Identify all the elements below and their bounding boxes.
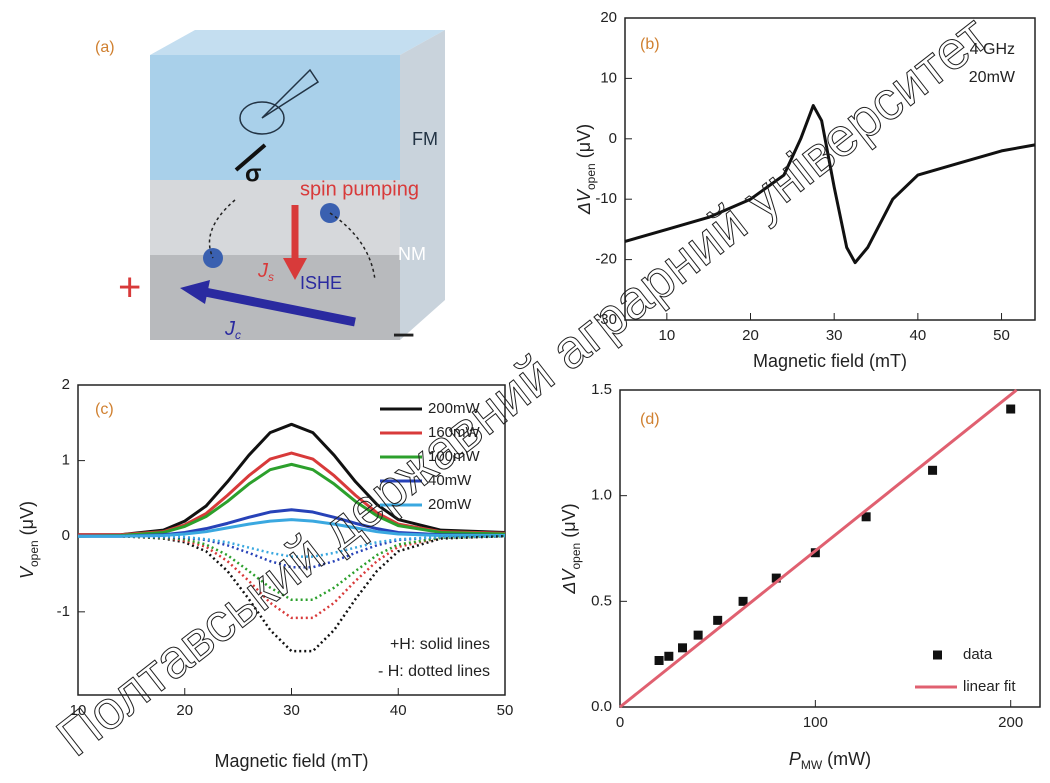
fm-layer: [150, 55, 400, 180]
x-tick-label: 50: [497, 702, 514, 719]
annotation: - H: dotted lines: [378, 663, 490, 680]
nm-label: NM: [398, 244, 426, 264]
y-axis-label-base: ΔV: [574, 188, 594, 215]
legend-marker: [933, 651, 942, 660]
nm-bottom: [150, 255, 400, 340]
point: [694, 631, 703, 640]
legend-label: linear fit: [963, 678, 1016, 695]
annotation: +H: solid lines: [390, 636, 490, 653]
y-tick-label: 10: [600, 69, 617, 86]
line: [620, 390, 1017, 707]
point: [678, 643, 687, 652]
y-tick-label: -20: [595, 251, 617, 268]
point: [655, 656, 664, 665]
x-tick-label: 40: [910, 327, 927, 344]
x-tick-label: 40: [390, 702, 407, 719]
panel-label: (b): [640, 36, 660, 53]
y-tick-label: 1.0: [591, 487, 612, 504]
y-axis-label-sub: open: [569, 543, 583, 570]
annotation: 20mW: [969, 69, 1016, 86]
x-axis-label-base: P: [789, 749, 801, 769]
sigma-label: σ: [245, 160, 261, 187]
y-tick-label: 2: [62, 376, 70, 393]
panel-label: (c): [95, 401, 114, 418]
x-tick-label: 50: [993, 327, 1010, 344]
legend-label: data: [963, 646, 993, 663]
x-tick-label: 10: [658, 327, 675, 344]
legend-label: 20mW: [428, 496, 472, 513]
plus-label: +: [118, 266, 141, 310]
point: [928, 466, 937, 475]
y-tick-label: -1: [57, 603, 70, 620]
js-sub: s: [268, 270, 274, 284]
point: [664, 652, 673, 661]
y-tick-label: -10: [595, 190, 617, 207]
x-tick-label: 0: [616, 714, 624, 731]
y-axis-label-sub: open: [27, 540, 41, 567]
y-axis-label-unit: (μV): [559, 503, 579, 542]
y-axis-label: ΔVopen (μV): [559, 503, 583, 594]
y-tick-label: 0: [62, 527, 70, 544]
x-axis-label-unit: (mW): [822, 749, 871, 769]
figure: (a) FM NM σ spin pumping Js ISHE Jc + − …: [0, 0, 1050, 778]
x-tick-label: 30: [283, 702, 300, 719]
y-tick-label: 1: [62, 452, 70, 469]
x-tick-label: 200: [998, 714, 1023, 731]
spin-pumping-label: spin pumping: [300, 178, 419, 200]
y-axis-label-unit: (μV): [574, 124, 594, 163]
x-axis-label: Magnetic field (mT): [753, 351, 907, 371]
x-tick-label: 30: [826, 327, 843, 344]
point: [1006, 405, 1015, 414]
diagram: (a) FM NM σ spin pumping Js ISHE Jc + −: [95, 30, 445, 358]
y-tick-label: 0.5: [591, 592, 612, 609]
jc-sub: c: [235, 328, 241, 342]
y-tick-label: 20: [600, 9, 617, 26]
minus-label: −: [392, 314, 415, 358]
y-axis-label-base: ΔV: [559, 568, 579, 595]
fm-label: FM: [412, 129, 438, 149]
x-axis-label-sub: MW: [801, 758, 823, 772]
x-tick-label: 20: [742, 327, 759, 344]
point: [713, 616, 722, 625]
panel-label: (d): [640, 411, 660, 428]
page: (a) FM NM σ spin pumping Js ISHE Jc + − …: [0, 0, 1050, 783]
y-axis-label-sub: open: [584, 163, 598, 190]
x-axis-label: Magnetic field (mT): [214, 751, 368, 771]
x-tick-label: 20: [176, 702, 193, 719]
ishe-label: ISHE: [300, 273, 342, 293]
x-tick-label: 100: [803, 714, 828, 731]
y-axis-label-unit: (μV): [17, 501, 37, 540]
y-tick-label: 0: [609, 130, 617, 147]
x-axis-label: PMW (mW): [789, 749, 871, 772]
top-face: [150, 30, 445, 55]
y-tick-label: 0.0: [591, 698, 612, 715]
y-axis-label: Vopen (μV): [17, 501, 41, 579]
y-tick-label: 1.5: [591, 381, 612, 398]
panel-label: (a): [95, 39, 115, 56]
